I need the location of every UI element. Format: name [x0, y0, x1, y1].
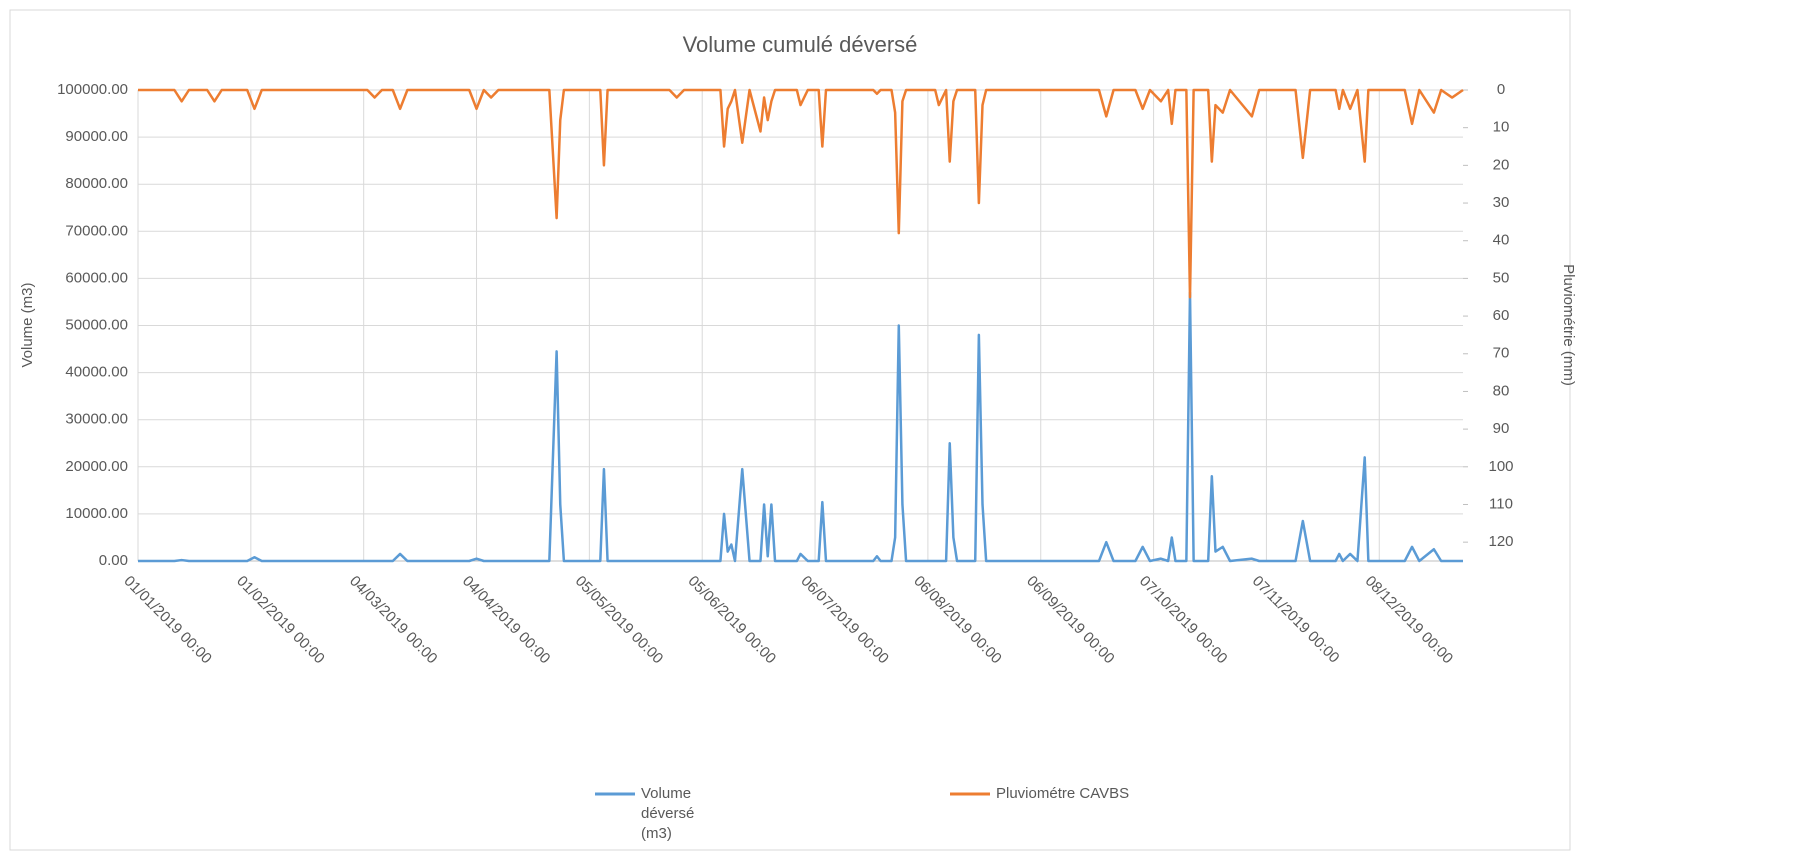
y-tick-label: 70000.00: [65, 222, 128, 239]
y-tick-label: 80000.00: [65, 175, 128, 192]
chart-title: Volume cumulé déversé: [683, 32, 918, 57]
y2-tick-label: 10: [1493, 119, 1510, 136]
series-line: [138, 88, 1464, 299]
y2-tick-label: 30: [1493, 194, 1510, 211]
y-tick-label: 0.00: [99, 552, 128, 569]
legend-label: Volume déversé (m3): [641, 785, 694, 842]
y2-tick-label: 50: [1493, 269, 1510, 286]
y-tick-label: 90000.00: [65, 128, 128, 145]
y2-axis-label: Pluviométrie (mm): [1560, 264, 1577, 386]
y2-tick-label: 80: [1493, 382, 1510, 399]
y-tick-label: 50000.00: [65, 316, 128, 333]
y2-tick-label: 70: [1493, 345, 1510, 362]
y2-tick-label: 120: [1488, 533, 1513, 550]
y-tick-label: 10000.00: [65, 505, 128, 522]
y-tick-label: 30000.00: [65, 411, 128, 428]
y-axis-label: Volume (m3): [19, 282, 36, 367]
y2-tick-label: 40: [1493, 232, 1510, 249]
y-tick-label: 60000.00: [65, 269, 128, 286]
y-tick-label: 40000.00: [65, 364, 128, 381]
legend-label: Pluviométre CAVBS: [996, 785, 1129, 802]
y-tick-label: 20000.00: [65, 458, 128, 475]
y2-tick-label: 0: [1497, 81, 1505, 98]
y2-tick-label: 90: [1493, 420, 1510, 437]
series-line: [138, 291, 1463, 563]
y2-tick-label: 110: [1489, 495, 1513, 512]
y2-tick-label: 100: [1488, 458, 1513, 475]
y2-tick-label: 60: [1493, 307, 1510, 324]
chart-border: [9, 9, 1571, 851]
y2-tick-label: 20: [1493, 156, 1510, 173]
y-tick-label: 100000.00: [57, 81, 128, 98]
